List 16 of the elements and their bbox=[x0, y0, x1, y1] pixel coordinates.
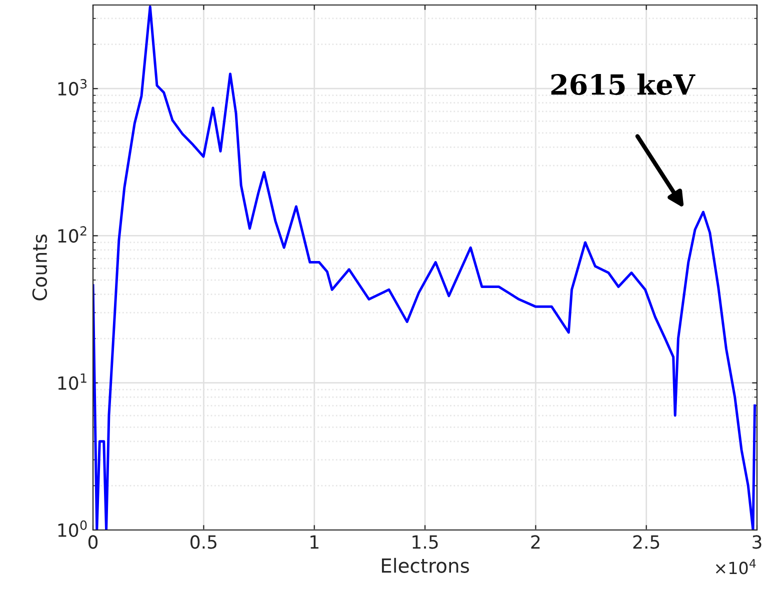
x-tick-label: 0.5 bbox=[190, 535, 216, 549]
x-tick-label: 1.5 bbox=[412, 535, 438, 549]
y-tick-label: 10$^{2}$ bbox=[58, 226, 86, 243]
x-tick-label: 1 bbox=[310, 535, 318, 549]
y-tick-label: 10$^{0}$ bbox=[58, 520, 87, 537]
x-tick-label: 0 bbox=[88, 535, 98, 549]
x-tick-label: 2.5 bbox=[633, 535, 660, 549]
text: ×10$^{4}$ bbox=[716, 559, 756, 574]
x-tick-label: 2 bbox=[531, 535, 540, 549]
y-tick-label: 10$^{3}$ bbox=[58, 79, 87, 96]
y-axis-title: Counts bbox=[32, 234, 48, 300]
x-tick-label: 3 bbox=[752, 535, 762, 549]
line-series bbox=[93, 6, 756, 530]
x-axis-title: Electrons bbox=[382, 558, 469, 573]
annotation: 2615 keV bbox=[551, 73, 696, 95]
y-tick-label: 10$^{1}$ bbox=[58, 373, 86, 390]
